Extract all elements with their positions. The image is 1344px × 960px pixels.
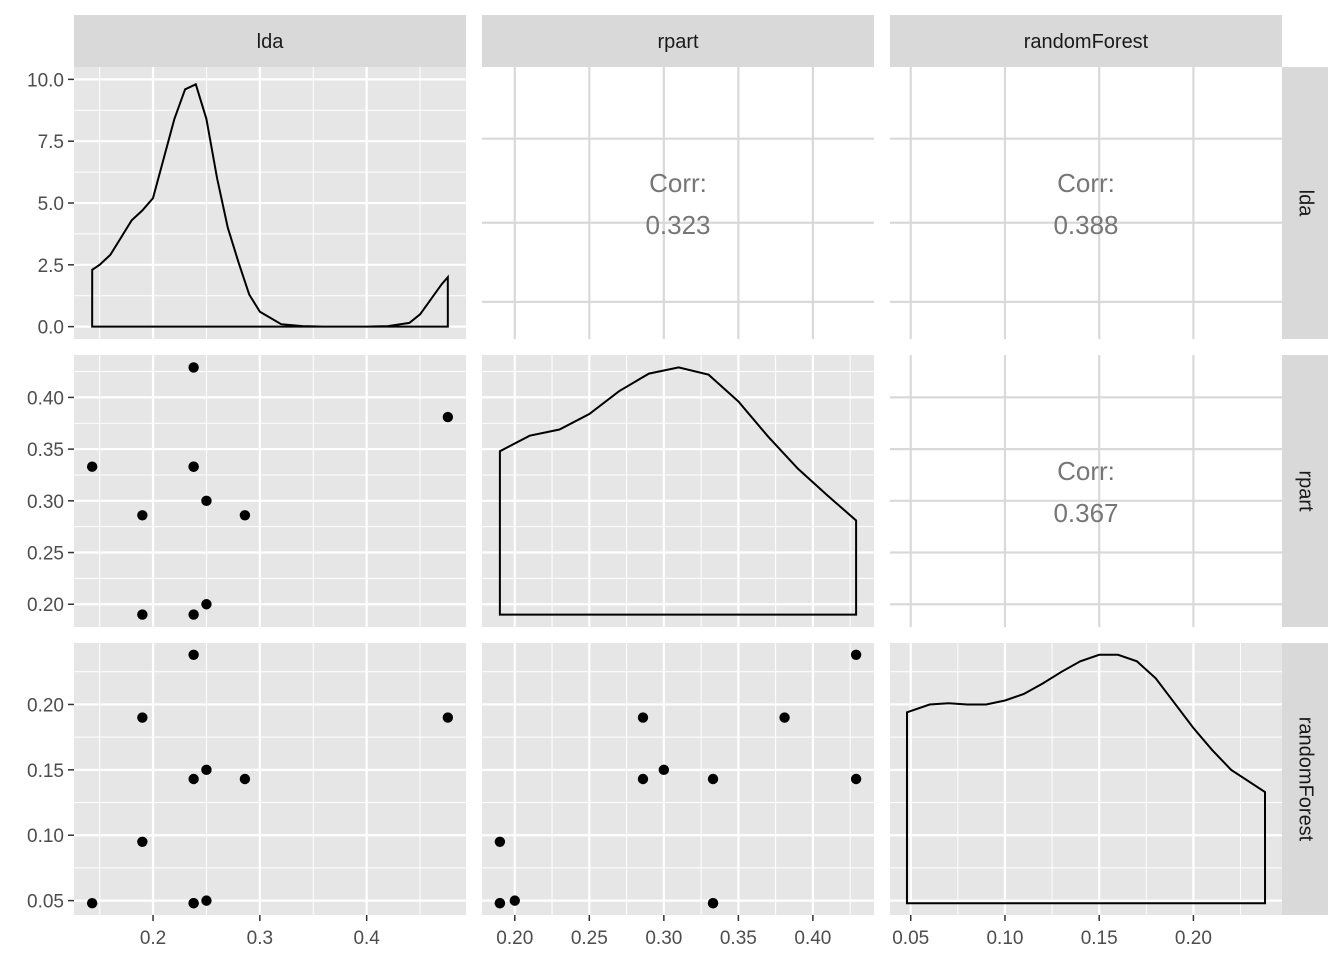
- point-randomForest-vs-rpart: [850, 649, 862, 660]
- density-curve-rpart: [498, 366, 858, 616]
- x-tick-label: 0.30: [645, 928, 682, 949]
- strip-label-top: randomForest: [1024, 31, 1149, 53]
- point-randomForest-vs-lda: [201, 895, 212, 906]
- strip-top-randomForest: [890, 15, 1282, 67]
- panel-randomForest-lda: [74, 643, 466, 915]
- panel-rpart-lda: [74, 355, 466, 627]
- x-tick-label: 0.3: [247, 928, 273, 949]
- panel-background: [482, 67, 874, 339]
- panel-lda-lda: [74, 67, 466, 339]
- strip-right-randomForest: [1282, 643, 1328, 915]
- corr-value: 0.367: [1053, 498, 1118, 528]
- point-randomForest-vs-rpart: [494, 836, 506, 847]
- point-randomForest-vs-rpart: [494, 898, 506, 909]
- strip-right-lda: [1282, 67, 1328, 339]
- strip-label-right: lda: [1295, 190, 1317, 218]
- y-tick-label: 0.20: [27, 595, 64, 616]
- point-randomForest-vs-rpart: [637, 712, 649, 723]
- x-tick-label: 0.20: [1175, 928, 1212, 949]
- point-randomForest-vs-lda: [188, 898, 199, 909]
- point-randomForest-vs-rpart: [779, 712, 790, 723]
- point-rpart-vs-lda: [188, 609, 199, 620]
- point-randomForest-vs-lda: [86, 898, 98, 909]
- y-tick-label: 0.05: [27, 892, 64, 913]
- y-tick-label: 0.20: [27, 695, 64, 716]
- point-randomForest-vs-lda: [442, 712, 454, 723]
- point-rpart-vs-lda: [442, 411, 454, 423]
- point-randomForest-vs-lda: [201, 764, 212, 776]
- y-tick-label: 0.25: [27, 544, 64, 565]
- panel-rpart-rpart: [482, 355, 874, 627]
- point-rpart-vs-lda: [201, 495, 212, 507]
- panel-lda-randomForest: Corr: 0.388: [890, 67, 1282, 339]
- corr-value: 0.323: [645, 210, 710, 240]
- x-tick-label: 0.15: [1081, 928, 1118, 949]
- point-rpart-vs-lda: [188, 461, 199, 472]
- strip-label-right: randomForest: [1295, 717, 1317, 842]
- point-randomForest-vs-lda: [137, 836, 148, 847]
- point-randomForest-vs-rpart: [850, 773, 862, 785]
- x-tick-label: 0.10: [986, 928, 1023, 949]
- y-tick-label: 0.15: [27, 761, 64, 782]
- y-tick-label: 0.0: [38, 318, 64, 339]
- y-tick-label: 2.5: [38, 256, 64, 277]
- point-rpart-vs-lda: [188, 362, 199, 373]
- strip-label-top: rpart: [657, 31, 699, 53]
- strip-right-rpart: [1282, 355, 1328, 627]
- point-randomForest-vs-rpart: [509, 895, 520, 906]
- strip-label-top: lda: [257, 31, 285, 53]
- point-randomForest-vs-lda: [137, 712, 148, 723]
- point-rpart-vs-lda: [137, 510, 148, 521]
- panel-randomForest-rpart: [482, 643, 874, 915]
- corr-label: Corr:: [649, 168, 707, 198]
- panel-background: [890, 643, 1282, 915]
- point-randomForest-vs-rpart: [658, 764, 670, 776]
- point-rpart-vs-lda: [239, 510, 251, 521]
- panel-background: [890, 67, 1282, 339]
- y-tick-label: 0.35: [27, 440, 64, 461]
- point-randomForest-vs-lda: [239, 773, 251, 785]
- x-tick-label: 0.4: [353, 928, 380, 949]
- x-tick-label: 0.2: [140, 928, 166, 949]
- panel-lda-rpart: Corr: 0.323: [482, 67, 874, 339]
- x-tick-label: 0.40: [794, 928, 831, 949]
- y-tick-label: 7.5: [38, 132, 64, 153]
- panel-randomForest-randomForest: [890, 643, 1282, 915]
- y-tick-label: 10.0: [27, 70, 64, 91]
- y-tick-label: 0.10: [27, 826, 64, 847]
- panel-background: [482, 643, 874, 915]
- point-rpart-vs-lda: [137, 609, 148, 620]
- y-tick-label: 0.30: [27, 492, 64, 513]
- corr-label: Corr:: [1057, 456, 1115, 486]
- panel-background: [74, 355, 466, 627]
- x-tick-label: 0.25: [571, 928, 608, 949]
- density-curve-randomForest: [905, 653, 1267, 905]
- strip-label-right: rpart: [1295, 470, 1317, 512]
- point-randomForest-vs-rpart: [707, 773, 719, 785]
- corr-value: 0.388: [1053, 210, 1118, 240]
- y-tick-label: 0.40: [27, 388, 64, 409]
- y-tick-label: 5.0: [38, 194, 64, 215]
- x-tick-label: 0.05: [892, 928, 929, 949]
- point-rpart-vs-lda: [86, 461, 98, 472]
- panel-background: [890, 355, 1282, 627]
- panel-rpart-randomForest: Corr: 0.367: [890, 355, 1282, 627]
- x-tick-label: 0.20: [496, 928, 533, 949]
- point-randomForest-vs-rpart: [637, 773, 649, 785]
- panel-background: [74, 643, 466, 915]
- point-rpart-vs-lda: [201, 599, 212, 610]
- strip-top-lda: [74, 15, 466, 67]
- point-randomForest-vs-lda: [188, 773, 199, 785]
- point-randomForest-vs-rpart: [707, 898, 719, 909]
- point-randomForest-vs-lda: [188, 649, 199, 660]
- panel-background: [482, 355, 874, 627]
- density-curve-lda: [91, 82, 449, 328]
- strip-top-rpart: [482, 15, 874, 67]
- corr-label: Corr:: [1057, 168, 1115, 198]
- x-tick-label: 0.35: [720, 928, 757, 949]
